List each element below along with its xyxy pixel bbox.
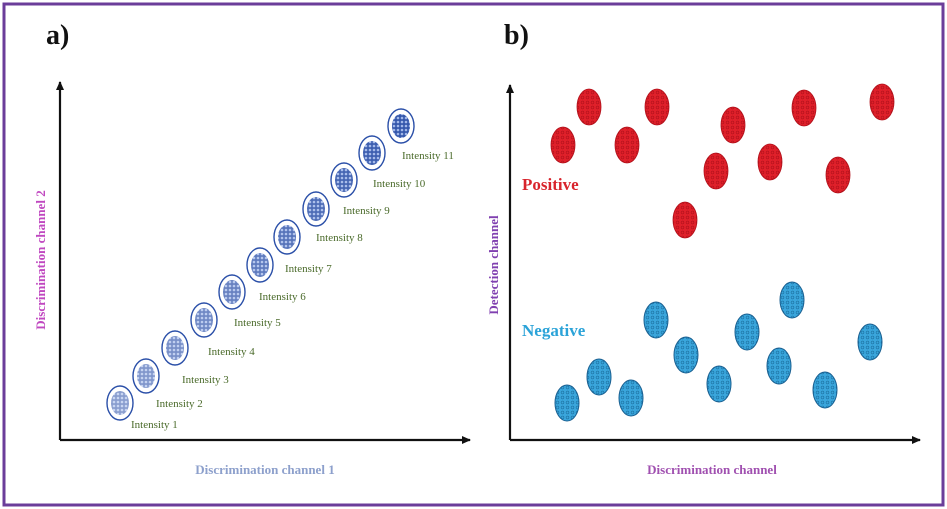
panel-label: b) bbox=[504, 20, 529, 51]
positive-droplet bbox=[550, 126, 576, 164]
cluster bbox=[223, 280, 241, 304]
cluster bbox=[392, 114, 410, 138]
positive-droplet bbox=[614, 126, 640, 164]
cluster bbox=[111, 391, 129, 415]
negative-droplet bbox=[734, 313, 760, 351]
positive-droplet bbox=[869, 83, 895, 121]
cluster-label: Intensity 10 bbox=[373, 178, 426, 190]
cluster bbox=[166, 336, 184, 360]
negative-droplet bbox=[812, 371, 838, 409]
negative-droplet bbox=[643, 301, 669, 339]
negative-droplet bbox=[779, 281, 805, 319]
cluster bbox=[137, 364, 155, 388]
negative-droplet bbox=[857, 323, 883, 361]
positive-droplet bbox=[672, 201, 698, 239]
negative-droplet bbox=[618, 379, 644, 417]
cluster-label: Intensity 4 bbox=[208, 346, 255, 358]
cluster-label: Intensity 7 bbox=[285, 263, 332, 275]
cluster bbox=[307, 197, 325, 221]
cluster-label: Intensity 3 bbox=[182, 374, 229, 386]
cluster-label: Intensity 8 bbox=[316, 232, 363, 244]
cluster-label: Intensity 1 bbox=[131, 419, 178, 431]
positive-droplet bbox=[720, 106, 746, 144]
y-axis-label: Discrimination channel 2 bbox=[33, 190, 48, 329]
positive-droplet bbox=[576, 88, 602, 126]
negative-droplet bbox=[673, 336, 699, 374]
positive-droplet bbox=[825, 156, 851, 194]
group-label: Negative bbox=[522, 321, 586, 340]
positive-droplet bbox=[644, 88, 670, 126]
cluster bbox=[251, 253, 269, 277]
cluster bbox=[335, 168, 353, 192]
negative-droplet bbox=[766, 347, 792, 385]
cluster bbox=[278, 225, 296, 249]
x-axis-label: Discrimination channel 1 bbox=[195, 462, 334, 477]
negative-droplet bbox=[706, 365, 732, 403]
cluster bbox=[195, 308, 213, 332]
cluster bbox=[363, 141, 381, 165]
positive-droplet bbox=[791, 89, 817, 127]
cluster-label: Intensity 11 bbox=[402, 150, 454, 162]
x-axis-label: Discrimination channel bbox=[647, 462, 777, 477]
panel-label: a) bbox=[46, 20, 69, 51]
cluster-label: Intensity 6 bbox=[259, 291, 306, 303]
positive-droplet bbox=[757, 143, 783, 181]
group-label: Positive bbox=[522, 175, 579, 194]
positive-droplet bbox=[703, 152, 729, 190]
cluster-label: Intensity 2 bbox=[156, 398, 203, 410]
cluster-label: Intensity 5 bbox=[234, 317, 281, 329]
negative-droplet bbox=[554, 384, 580, 422]
cluster-label: Intensity 9 bbox=[343, 205, 390, 217]
negative-droplet bbox=[586, 358, 612, 396]
y-axis-label: Detection channel bbox=[486, 215, 501, 315]
